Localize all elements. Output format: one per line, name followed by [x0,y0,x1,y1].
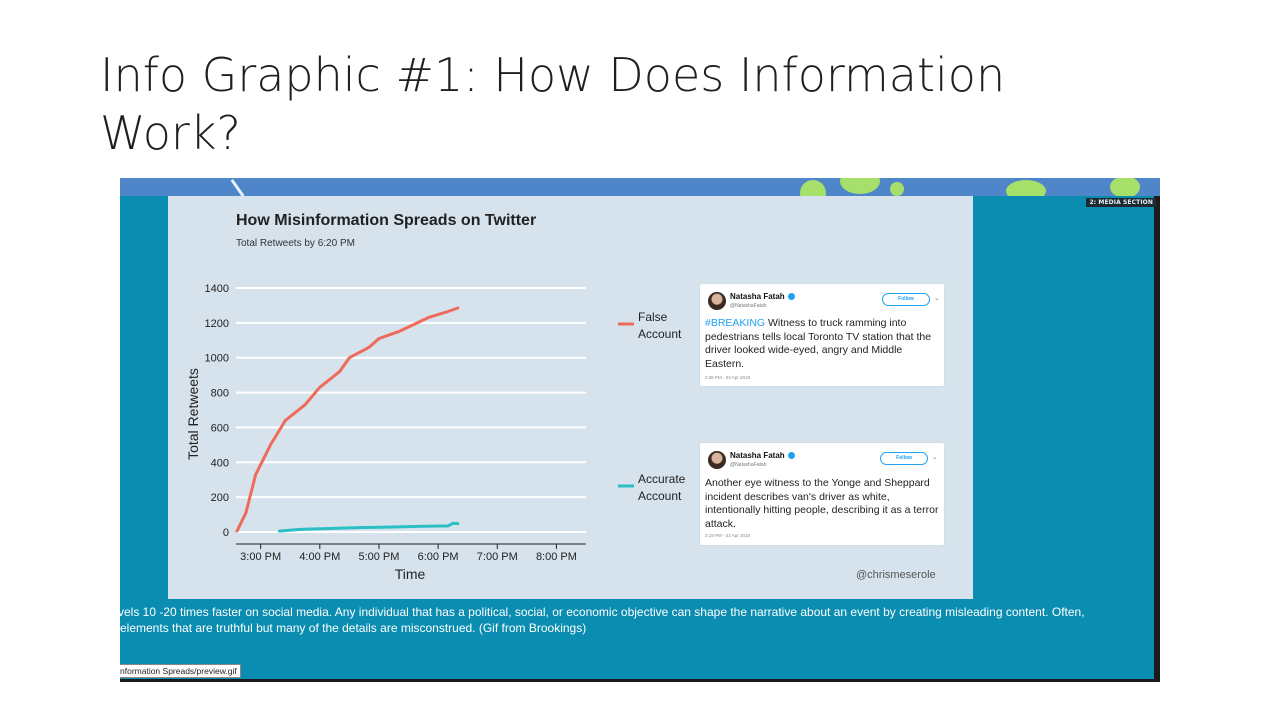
chart-subtitle: Total Retweets by 6:20 PM [236,238,355,249]
tweet-card-accurate[interactable]: Natasha Fatah @NatashaFatah Follow ⌄ Ano… [700,443,944,545]
virus-graphic [840,178,880,194]
chevron-down-icon[interactable]: ⌄ [932,454,938,461]
avatar [708,292,726,310]
caption-line: vels 10 -20 times faster on social media… [120,605,1085,619]
series-line [277,521,460,533]
slide-title: Info Graphic #1: How Does Information Wo… [100,48,1006,160]
caption-line: elements that are truthful but many of t… [120,621,587,635]
y-axis-label: Total Retweets [185,368,201,460]
file-path-tooltip: nformation Spreads/preview.gif [120,664,241,678]
chart-title: How Misinformation Spreads on Twitter [236,212,537,229]
y-tick-label: 600 [211,422,229,434]
series-line [235,306,460,533]
x-tick-label: 4:00 PM [299,551,340,563]
avatar [708,451,726,469]
y-tick-label: 400 [211,457,229,469]
embedded-screenshot: 2: MEDIA SECTION How Misinformation Spre… [120,178,1160,682]
tweet-text: Another eye witness to the Yonge and She… [705,477,939,530]
x-tick-label: 5:00 PM [358,551,399,563]
virus-graphic [1110,178,1140,196]
x-tick-label: 7:00 PM [477,551,518,563]
tweet-timestamp: 2:36 PM - 23 Apr 2018 [705,375,751,380]
virus-graphic [800,180,826,196]
virus-graphic [890,182,904,196]
legend-label: Accurate [638,472,686,486]
y-tick-label: 1000 [205,353,229,365]
header-strip [120,178,1160,196]
follow-button[interactable]: Follow [880,452,928,465]
tweet-timestamp: 3:19 PM - 23 Apr 2018 [705,533,751,538]
legend-label: Account [638,327,682,341]
x-tick-label: 8:00 PM [536,551,577,563]
decorative-line [230,178,245,196]
x-axis-label: Time [395,566,426,582]
media-section-label: 2: MEDIA SECTION [1086,198,1156,207]
legend-label: False [638,310,668,324]
y-tick-label: 800 [211,388,229,400]
hashtag-link[interactable]: #BREAKING [705,317,766,329]
legend-label: Account [638,489,682,503]
verified-icon [787,293,795,301]
x-tick-label: 6:00 PM [418,551,459,563]
y-tick-label: 200 [211,492,229,504]
x-tick-label: 3:00 PM [240,551,281,563]
line-chart: 0 200 400 600 800 1000 1200 1400 3:00 PM 4:00 PM 5… [185,283,686,582]
author-watermark: @chrismeserole [856,569,936,581]
tweet-handle: @NatashaFatah [730,462,767,468]
y-tick-label: 1200 [205,318,229,330]
gif-panel: How Misinformation Spreads on Twitter To… [168,196,973,599]
tweet-text: #BREAKING Witness to truck ramming into … [705,317,932,370]
chevron-down-icon[interactable]: ⌄ [934,295,940,302]
follow-button[interactable]: Follow [882,293,930,306]
window-edge [1154,196,1160,682]
y-tick-label: 1400 [205,283,229,295]
tweet-card-false[interactable]: Natasha Fatah @NatashaFatah Follow ⌄ #BR… [700,284,944,386]
y-tick-label: 0 [223,527,229,539]
tweet-author-name: Natasha Fatah [730,292,795,301]
window-edge [120,679,1160,682]
tweet-author-name: Natasha Fatah [730,451,795,460]
virus-graphic [1006,180,1046,196]
verified-icon [787,452,795,460]
tweet-handle: @NatashaFatah [730,303,767,309]
